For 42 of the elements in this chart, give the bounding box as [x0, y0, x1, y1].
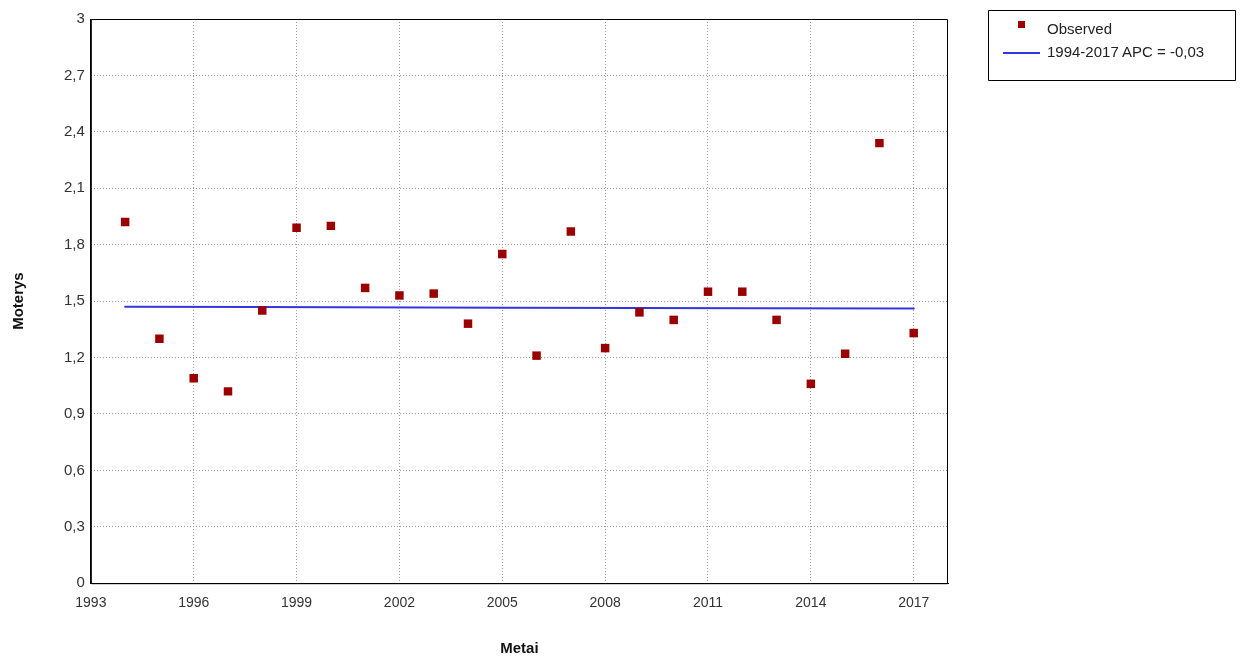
point [909, 328, 918, 338]
y-tick-label: 3 [76, 9, 85, 27]
point [463, 319, 473, 328]
point [155, 334, 164, 343]
legend-label: 1994-2017 APC = -0,03 [1047, 43, 1205, 61]
point [498, 249, 507, 259]
x-tick-label: 2005 [486, 594, 519, 611]
point [292, 223, 301, 232]
y-tick-label: 1,8 [63, 234, 85, 252]
point [532, 351, 541, 360]
point [875, 138, 884, 148]
y-tick-label: 0,9 [63, 404, 85, 422]
x-tick-label: 1996 [178, 594, 210, 611]
x-tick-label: 1993 [75, 594, 107, 611]
y-tick-label: 0,6 [63, 460, 85, 478]
point [258, 306, 267, 315]
point [429, 289, 438, 298]
x-tick-label: 2014 [795, 594, 827, 611]
y-axis-title: Moterys [9, 272, 27, 330]
point [566, 227, 576, 236]
point [772, 315, 781, 325]
y-tick-label: 2,7 [63, 65, 85, 83]
x-tick-label: 1999 [280, 594, 313, 611]
y-tick-label: 1,2 [63, 347, 85, 365]
x-tick-label: 2011 [692, 594, 724, 611]
y-tick-label: 0,3 [63, 516, 85, 534]
point [669, 315, 678, 325]
y-tick-label: 2,4 [63, 121, 85, 139]
y-tick-label: 2,1 [63, 178, 85, 196]
x-tick-label: 2017 [898, 594, 930, 611]
point [703, 287, 713, 296]
point [189, 373, 198, 383]
x-axis-title: Metai [500, 639, 539, 657]
y-tick-label: 0 [76, 573, 85, 591]
point [395, 291, 404, 300]
x-tick-label: 2002 [383, 594, 416, 611]
point [738, 287, 747, 296]
point [223, 387, 233, 396]
legend-label: Observed [1047, 20, 1113, 38]
x-tick-label: 2008 [589, 594, 621, 611]
y-tick-label: 1,5 [63, 291, 85, 309]
point [635, 308, 644, 317]
